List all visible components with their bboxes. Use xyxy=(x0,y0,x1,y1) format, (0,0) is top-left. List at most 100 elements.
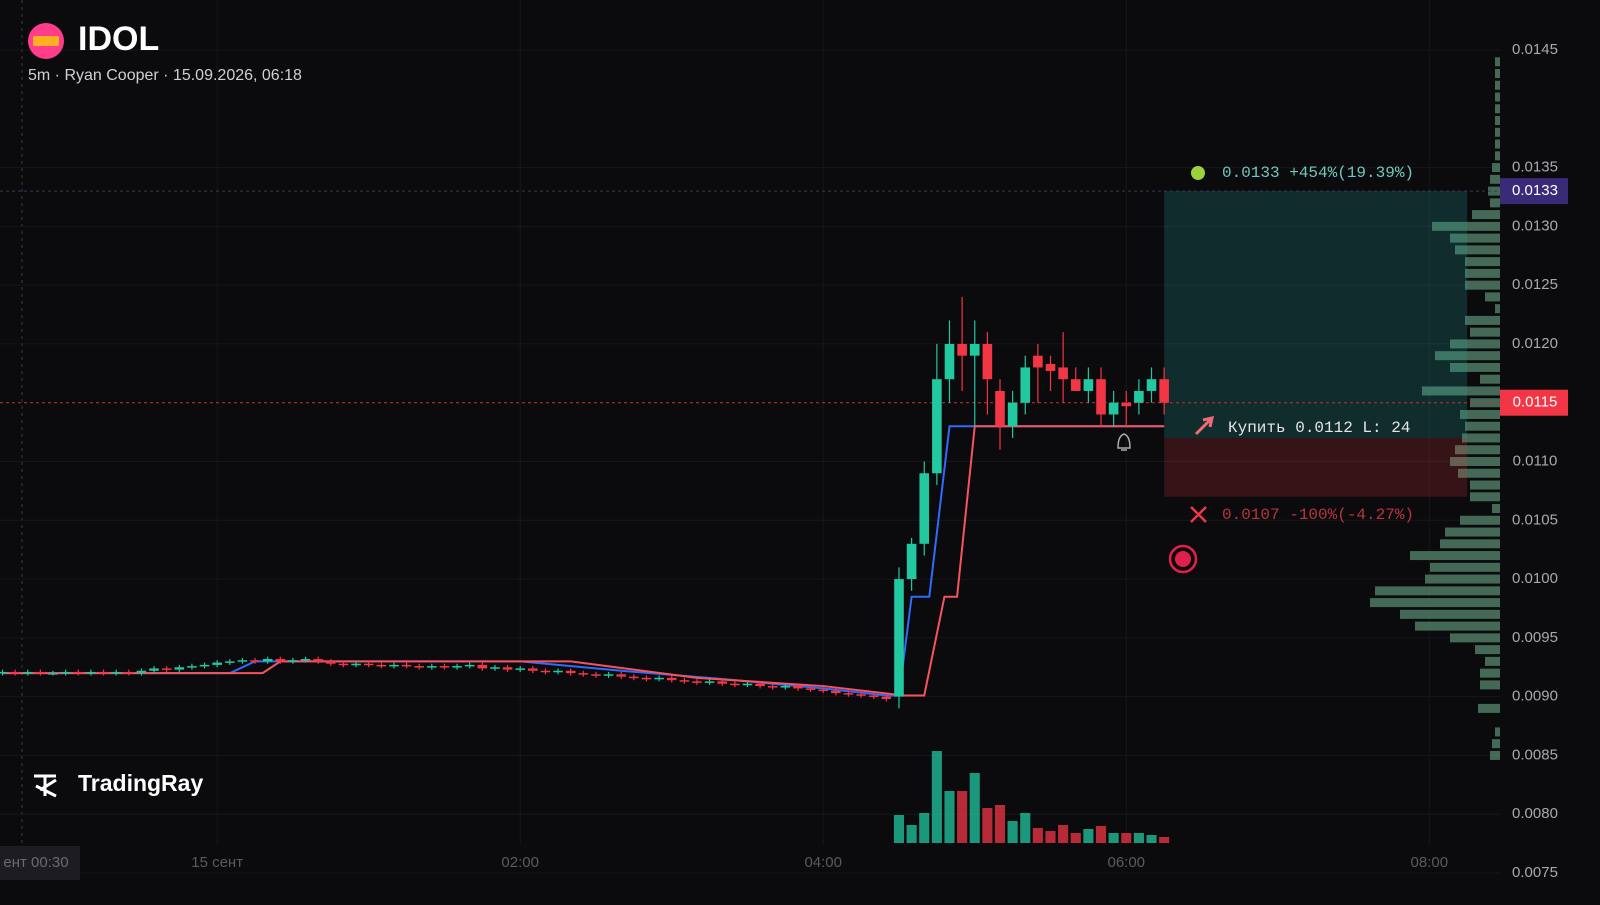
volume-profile-bar xyxy=(1455,445,1500,455)
candle-body xyxy=(1033,355,1043,368)
volume-bar xyxy=(919,813,930,843)
candle-body xyxy=(10,671,20,674)
candle-body xyxy=(868,695,879,697)
candle-body xyxy=(326,661,336,664)
volume-bar xyxy=(1070,833,1081,843)
candle-body xyxy=(0,671,8,674)
volume-profile-bar xyxy=(1370,598,1500,608)
volume-bar xyxy=(1121,833,1132,843)
x-tick-label: 04:00 xyxy=(804,854,842,871)
candle-body xyxy=(1096,379,1106,415)
candle-body xyxy=(515,668,525,670)
candle-body xyxy=(982,343,993,380)
volume-profile-bar xyxy=(1492,739,1500,749)
candle-body xyxy=(578,673,589,675)
candle-body xyxy=(666,677,677,681)
candle-body xyxy=(149,668,159,671)
volume-profile-bar xyxy=(1495,104,1500,114)
target-icon xyxy=(1191,166,1205,180)
price-tag xyxy=(1500,178,1568,205)
candle-body xyxy=(641,677,652,680)
candle-body xyxy=(755,683,765,687)
candle-body xyxy=(742,683,753,686)
candle-body xyxy=(957,343,967,356)
candle-body xyxy=(250,660,260,662)
candle-body xyxy=(376,664,387,667)
entry-icon xyxy=(1194,416,1214,436)
price-tag-label: 0.0115 xyxy=(1513,394,1558,411)
candle-body xyxy=(338,663,349,666)
volume-profile-bar xyxy=(1460,515,1500,525)
candle-body xyxy=(553,670,563,673)
candle-body xyxy=(427,666,437,668)
candle-body xyxy=(225,661,235,663)
y-tick-label: 0.0145 xyxy=(1512,41,1558,58)
cursor-label: ент 00:30 xyxy=(3,854,68,871)
candle-body xyxy=(780,686,791,688)
candle-body xyxy=(111,671,121,674)
symbol: IDOL xyxy=(78,20,159,58)
candle-body xyxy=(540,670,551,673)
y-tick-label: 0.0075 xyxy=(1512,864,1558,881)
volume-profile-bar xyxy=(1475,645,1500,655)
candle-body xyxy=(414,666,424,668)
volume-profile-bar xyxy=(1492,504,1500,514)
candle-body xyxy=(1083,379,1094,391)
y-tick-label: 0.0125 xyxy=(1512,276,1558,293)
candle-body xyxy=(717,681,728,684)
volume-profile-bar xyxy=(1450,362,1500,372)
candle-body xyxy=(692,681,702,683)
volume-profile-bar xyxy=(1495,57,1500,67)
volume-bar xyxy=(893,815,905,843)
candle-body xyxy=(969,343,980,356)
candle-body xyxy=(439,666,450,668)
candle-body xyxy=(919,473,930,544)
volume-profile-bar xyxy=(1465,315,1500,325)
record-button[interactable] xyxy=(1168,544,1198,574)
candle-body xyxy=(199,664,210,667)
volume-bar xyxy=(1032,828,1043,843)
candle-body xyxy=(452,666,462,668)
candle-body xyxy=(187,666,197,668)
volume-profile-bar xyxy=(1450,457,1500,466)
candle-body xyxy=(262,659,273,662)
volume-profile-bar xyxy=(1450,633,1500,643)
candle-body xyxy=(591,674,601,676)
alert-bell[interactable] xyxy=(1117,433,1131,451)
candle-body xyxy=(237,660,248,662)
subtitle: 5m · Ryan Cooper · 15.09.2026, 06:18 xyxy=(28,67,302,84)
volume-profile-bar xyxy=(1480,374,1500,384)
x-tick-label: 06:00 xyxy=(1107,854,1145,871)
candle-body xyxy=(995,390,1005,427)
candle-body xyxy=(528,668,538,671)
y-tick-label: 0.0090 xyxy=(1512,688,1558,705)
volume-bar xyxy=(1133,833,1144,843)
y-tick-label: 0.0095 xyxy=(1512,629,1558,646)
y-tick-label: 0.0130 xyxy=(1512,217,1558,234)
candle-body xyxy=(654,677,664,680)
volume-profile-bar xyxy=(1465,257,1500,267)
candle-body xyxy=(1058,367,1068,380)
candle-body xyxy=(464,664,475,667)
x-tick-label: 15 сент xyxy=(191,854,243,871)
candle-body xyxy=(35,671,46,674)
volume-bar xyxy=(1007,821,1018,843)
volume-profile-bar xyxy=(1465,280,1500,290)
candle-body xyxy=(629,676,639,679)
y-tick-label: 0.0135 xyxy=(1512,159,1558,176)
candle-body xyxy=(894,579,904,697)
candle-body xyxy=(831,690,841,694)
candle-body xyxy=(477,664,488,669)
candle-body xyxy=(730,683,740,686)
volume-profile-bar xyxy=(1495,69,1500,79)
candle-body xyxy=(1070,379,1081,391)
volume-bar xyxy=(1020,813,1031,843)
candle-body xyxy=(363,663,374,666)
volume-profile-bar xyxy=(1495,139,1500,149)
volume-profile-bar xyxy=(1432,221,1500,231)
candle-body xyxy=(389,664,399,667)
volume-profile-bar xyxy=(1480,668,1500,678)
target-label: 0.0133 +454%(19.39%) xyxy=(1222,164,1414,182)
symbol-icon-badge xyxy=(33,36,59,46)
